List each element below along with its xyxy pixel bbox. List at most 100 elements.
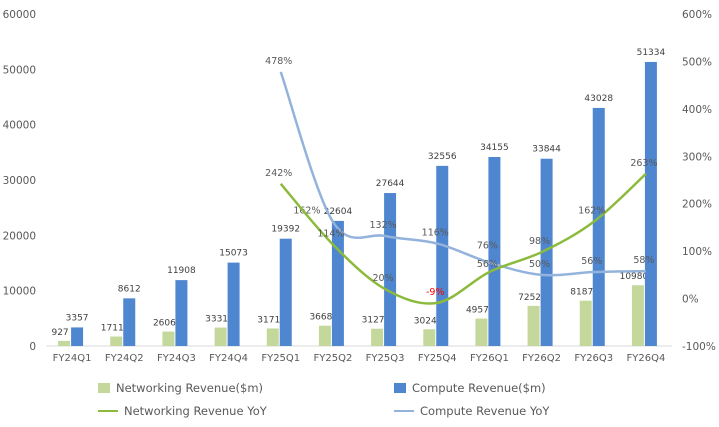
compute-bar bbox=[436, 165, 449, 346]
compute-bar-label: 22604 bbox=[324, 207, 353, 217]
networking-bar-label: 8187 bbox=[570, 288, 593, 298]
compute-bar bbox=[331, 220, 344, 346]
compute-bar bbox=[175, 280, 188, 346]
left-tick-label: 60000 bbox=[3, 9, 36, 21]
networking-bar-label: 927 bbox=[51, 328, 68, 338]
compute-bar-label: 19392 bbox=[271, 225, 300, 235]
networking-bar-label: 4957 bbox=[466, 306, 489, 316]
compute-bar bbox=[227, 262, 240, 346]
left-tick-label: 20000 bbox=[3, 230, 36, 242]
networking-yoy-line-label: -9% bbox=[426, 287, 445, 298]
legend-networking-yoy: Networking Revenue YoY bbox=[98, 404, 267, 418]
legend-swatch bbox=[98, 383, 110, 393]
legend-label: Networking Revenue YoY bbox=[124, 404, 267, 418]
legend-compute-yoy: Compute Revenue YoY bbox=[394, 404, 549, 418]
right-tick-label: 100% bbox=[682, 246, 712, 258]
compute-yoy-line-label: 162% bbox=[293, 206, 320, 217]
left-tick-label: 30000 bbox=[3, 175, 36, 187]
compute-bar bbox=[540, 158, 553, 346]
x-tick-label: FY24Q1 bbox=[53, 353, 92, 364]
networking-bar bbox=[318, 325, 331, 346]
networking-yoy-line-label: 114% bbox=[317, 229, 344, 240]
compute-bar bbox=[592, 107, 605, 346]
x-tick-label: FY25Q3 bbox=[366, 353, 405, 364]
networking-bar-label: 10980 bbox=[620, 272, 649, 282]
compute-bar bbox=[123, 298, 136, 346]
legend-label: Compute Revenue($m) bbox=[412, 381, 546, 395]
networking-bar bbox=[371, 328, 384, 346]
legend-swatch bbox=[394, 383, 406, 393]
compute-bar-label: 43028 bbox=[584, 94, 613, 104]
compute-yoy-line bbox=[279, 71, 646, 277]
x-tick-label: FY25Q4 bbox=[418, 353, 457, 364]
networking-bar bbox=[110, 336, 123, 346]
compute-bar-label: 27644 bbox=[376, 179, 405, 189]
legend-networking-revenue: Networking Revenue($m) bbox=[98, 381, 263, 395]
networking-bar bbox=[527, 305, 540, 346]
compute-bar-label: 32556 bbox=[428, 152, 457, 162]
networking-yoy-line-label: 263% bbox=[630, 158, 657, 169]
networking-bar-label: 2606 bbox=[153, 319, 176, 329]
x-tick-label: FY24Q4 bbox=[209, 353, 248, 364]
x-tick-label: FY26Q1 bbox=[470, 353, 509, 364]
legend-swatch bbox=[98, 410, 118, 412]
compute-yoy-line-label: 56% bbox=[581, 256, 602, 267]
x-tick-label: FY25Q2 bbox=[314, 353, 353, 364]
right-tick-label: 300% bbox=[682, 151, 712, 163]
right-tick-label: 500% bbox=[682, 56, 712, 68]
compute-yoy-line-label: 76% bbox=[477, 241, 498, 252]
x-tick-label: FY25Q1 bbox=[261, 353, 300, 364]
compute-bar-label: 51334 bbox=[637, 48, 666, 58]
right-tick-label: 600% bbox=[682, 9, 712, 21]
compute-yoy-line-label: 132% bbox=[369, 220, 396, 231]
compute-bar-label: 15073 bbox=[219, 249, 248, 259]
networking-bar bbox=[162, 331, 175, 346]
x-tick-label: FY26Q3 bbox=[574, 353, 613, 364]
networking-yoy-line-label: 98% bbox=[529, 236, 550, 247]
compute-bar-label: 8612 bbox=[118, 284, 141, 294]
networking-bar bbox=[266, 328, 279, 346]
networking-bar bbox=[631, 285, 644, 346]
legend-label: Networking Revenue($m) bbox=[116, 381, 264, 395]
networking-bar-label: 7252 bbox=[518, 293, 541, 303]
networking-bar-label: 3331 bbox=[205, 315, 228, 325]
compute-yoy-line-label: 478% bbox=[265, 56, 292, 67]
right-tick-label: 0% bbox=[682, 294, 699, 306]
networking-bar-label: 3668 bbox=[309, 313, 332, 323]
legend-swatch bbox=[394, 410, 414, 412]
networking-bar-label: 1711 bbox=[101, 324, 124, 334]
networking-bar bbox=[214, 327, 227, 346]
networking-yoy-line-label: 242% bbox=[265, 168, 292, 179]
compute-bar bbox=[644, 61, 657, 346]
networking-yoy-line-label: 162% bbox=[578, 206, 605, 217]
right-tick-label: 200% bbox=[682, 199, 712, 211]
left-tick-label: 40000 bbox=[3, 120, 36, 132]
left-tick-label: 10000 bbox=[3, 286, 36, 298]
compute-bar-label: 33844 bbox=[532, 145, 561, 155]
networking-bar bbox=[579, 300, 592, 346]
right-tick-label: 400% bbox=[682, 104, 712, 116]
compute-bar bbox=[71, 327, 84, 346]
x-tick-label: FY26Q4 bbox=[627, 353, 666, 364]
left-tick-label: 0 bbox=[29, 341, 36, 353]
networking-bar-label: 3024 bbox=[414, 316, 437, 326]
networking-yoy-line-label: 20% bbox=[373, 273, 394, 284]
compute-yoy-line-label: 116% bbox=[422, 228, 449, 239]
compute-bar bbox=[384, 193, 397, 346]
x-tick-label: FY24Q3 bbox=[157, 353, 196, 364]
compute-bar bbox=[279, 238, 292, 346]
compute-bar-label: 11908 bbox=[167, 266, 196, 276]
networking-bar bbox=[475, 318, 488, 346]
networking-bar-label: 3127 bbox=[362, 316, 385, 326]
compute-yoy-line-label: 58% bbox=[633, 255, 654, 266]
right-tick-label: -100% bbox=[682, 341, 716, 353]
left-tick-label: 50000 bbox=[3, 64, 36, 76]
x-tick-label: FY24Q2 bbox=[105, 353, 144, 364]
compute-bar-label: 3357 bbox=[66, 313, 89, 323]
networking-yoy-line bbox=[279, 172, 647, 305]
legend-label: Compute Revenue YoY bbox=[420, 404, 550, 418]
networking-bar bbox=[423, 329, 436, 346]
compute-bar-label: 34155 bbox=[480, 143, 509, 153]
